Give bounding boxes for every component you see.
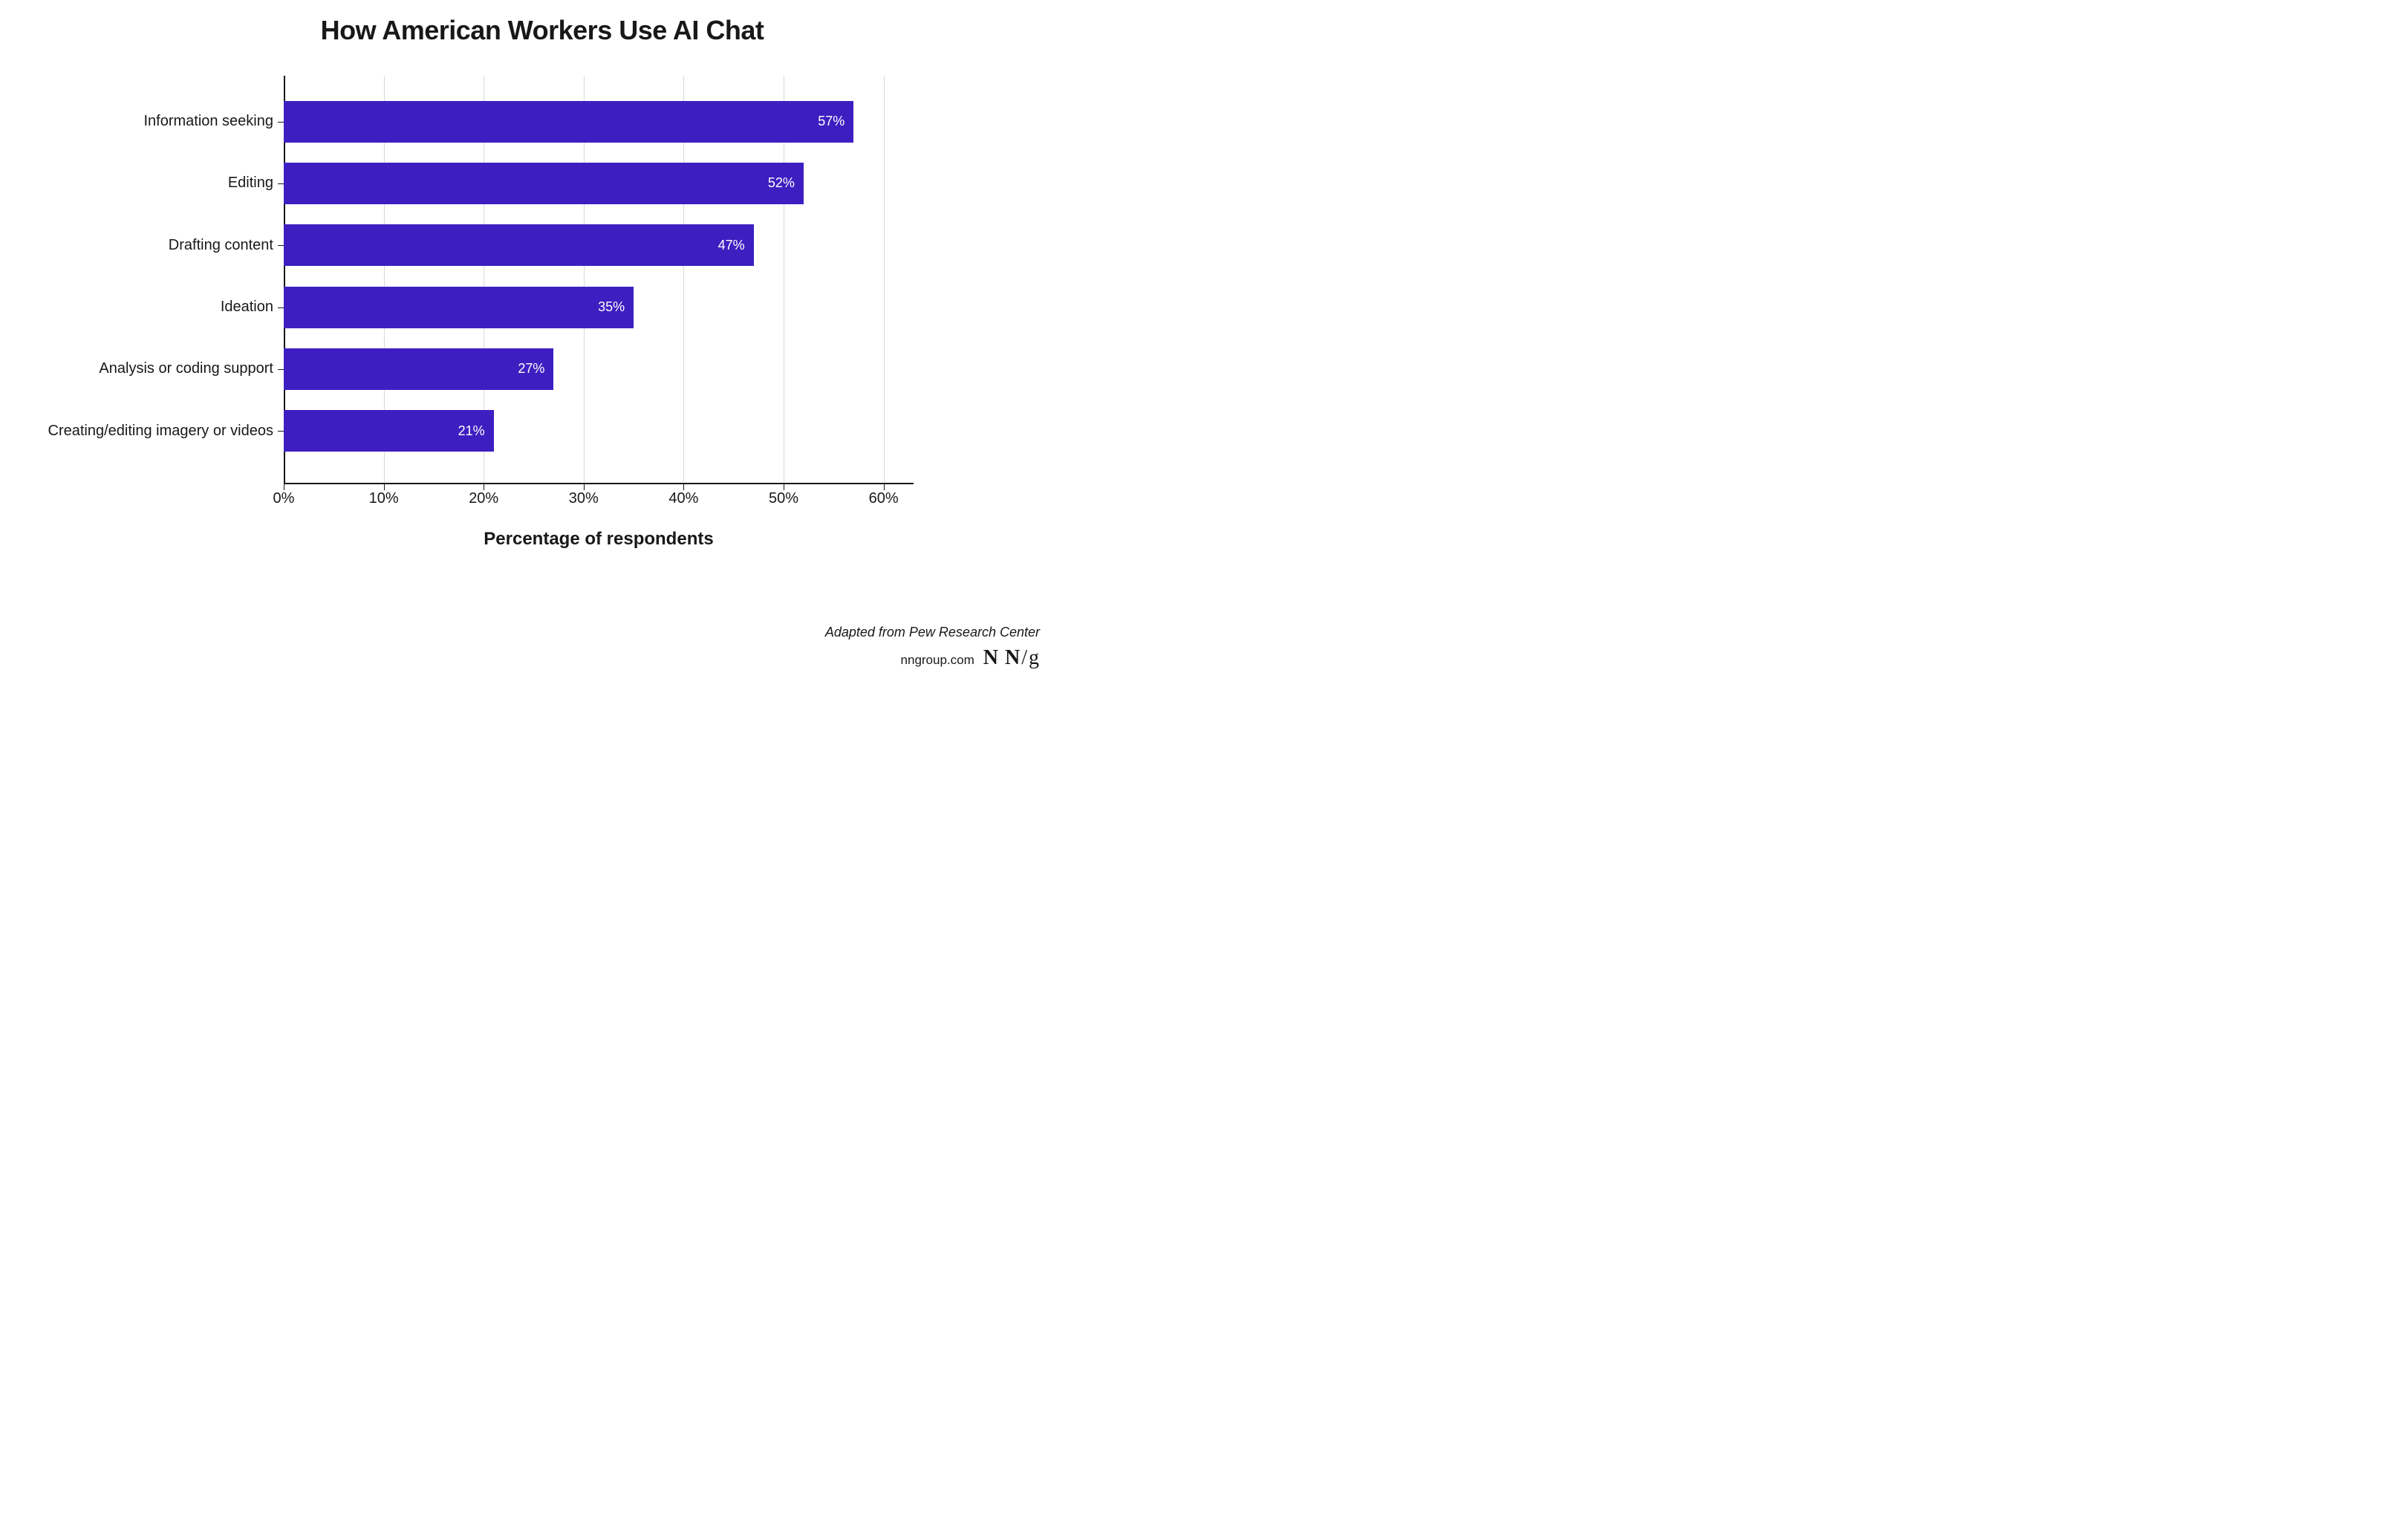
chart-footer: Adapted from Pew Research Center nngroup…	[825, 625, 1040, 670]
category-label: Creating/editing imagery or videos	[48, 423, 284, 440]
category-label: Ideation	[221, 299, 284, 316]
bar: 57%	[284, 101, 853, 143]
bar-row: Editing52%	[284, 163, 914, 204]
site-line: nngroup.com N N/g	[825, 646, 1040, 670]
plot-area: Information seeking57% Editing52% Drafting…	[284, 76, 914, 484]
category-label: Editing	[228, 175, 284, 192]
bar-row: Analysis or coding support27%	[284, 348, 914, 390]
x-tick-label: 10%	[369, 490, 399, 507]
logo-nn: N N	[983, 646, 1021, 669]
attribution-text: Adapted from Pew Research Center	[825, 625, 1040, 640]
x-tick-label: 30%	[569, 490, 599, 507]
chart-title: How American Workers Use AI Chat	[45, 15, 1040, 46]
x-axis-label: Percentage of respondents	[284, 529, 914, 550]
bar-row: Ideation35%	[284, 287, 914, 328]
x-tick-label: 50%	[769, 490, 798, 507]
bar: 27%	[284, 348, 553, 390]
x-tick-labels: 0%10%20%30%40%50%60%	[284, 484, 914, 508]
bar-row: Information seeking57%	[284, 101, 914, 143]
x-tick-label: 40%	[668, 490, 698, 507]
bar: 35%	[284, 287, 634, 328]
nng-logo: N N/g	[983, 646, 1040, 670]
category-label: Analysis or coding support	[99, 360, 284, 377]
site-url: nngroup.com	[901, 653, 974, 668]
x-tick-label: 20%	[469, 490, 498, 507]
bar-row: Creating/editing imagery or videos21%	[284, 410, 914, 452]
logo-g: g	[1029, 646, 1040, 669]
bar-row: Drafting content47%	[284, 224, 914, 266]
category-label: Information seeking	[143, 113, 284, 130]
x-tick-label: 0%	[273, 490, 295, 507]
x-tick-label: 60%	[869, 490, 899, 507]
chart-container: How American Workers Use AI Chat Informa…	[45, 15, 1040, 667]
bar: 21%	[284, 410, 494, 452]
logo-slash: /	[1021, 646, 1029, 669]
bars-group: Information seeking57% Editing52% Drafting…	[284, 76, 914, 484]
bar: 52%	[284, 163, 804, 204]
bar: 47%	[284, 224, 754, 266]
category-label: Drafting content	[169, 237, 284, 254]
